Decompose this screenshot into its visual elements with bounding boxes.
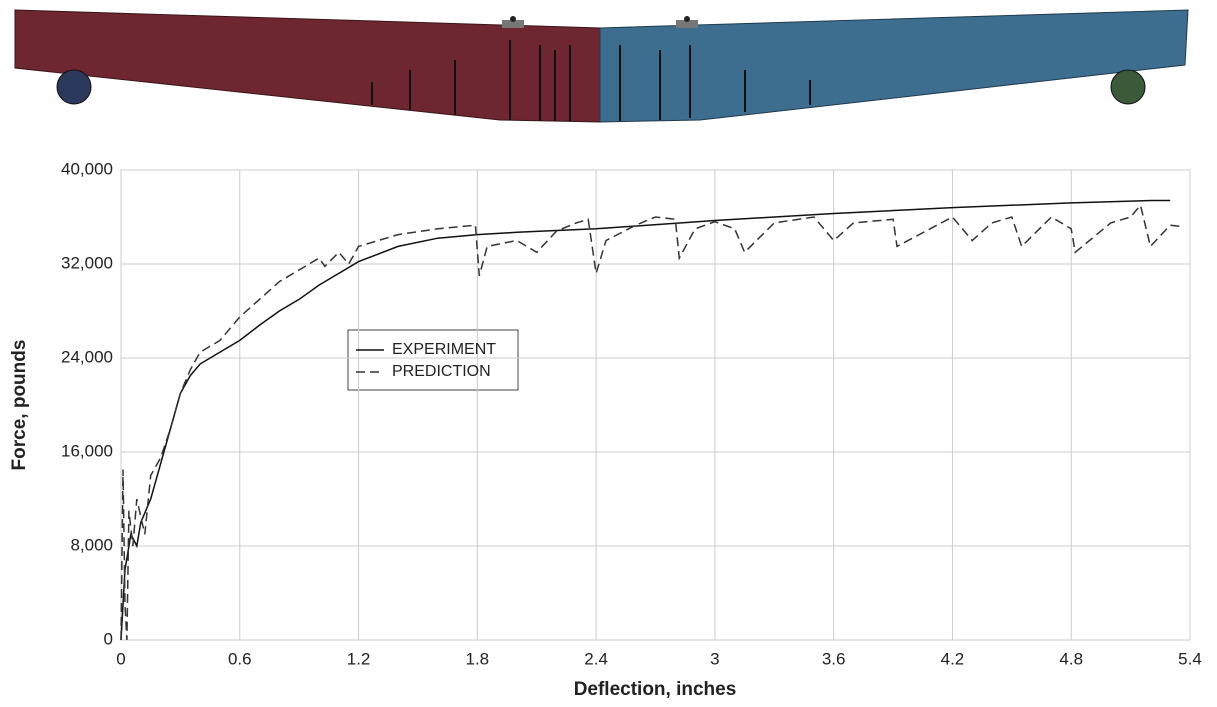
y-tick-label: 32,000 (61, 253, 113, 272)
x-tick-label: 5.4 (1178, 649, 1202, 668)
x-axis-title: Deflection, inches (574, 679, 737, 700)
x-tick-label: 3.6 (822, 649, 846, 668)
y-tick-label: 0 (104, 629, 113, 648)
legend-label: PREDICTION (392, 363, 491, 380)
chart: Deflection, inches Force, pounds 0 8,000 1… (0, 0, 1217, 707)
y-tick-label: 24,000 (61, 347, 113, 366)
x-tick-label: 4.2 (941, 649, 965, 668)
y-tick-label: 16,000 (61, 441, 113, 460)
x-tick-label: 1.8 (466, 649, 490, 668)
series-line (121, 201, 1170, 641)
y-tick-label: 8,000 (70, 535, 113, 554)
y-tick-label: 40,000 (61, 159, 113, 178)
x-tick-label: 4.8 (1059, 649, 1083, 668)
page: Deflection, inches Force, pounds 0 8,000 1… (0, 0, 1217, 707)
legend (348, 330, 518, 390)
series-line (121, 205, 1180, 640)
x-tick-label: 2.4 (584, 649, 608, 668)
y-axis-title: Force, pounds (9, 340, 30, 471)
x-tick-label: 3 (710, 649, 719, 668)
x-tick-label: 0.6 (228, 649, 252, 668)
beam-model (15, 10, 1188, 122)
x-tick-label: 0 (116, 649, 125, 668)
plot-frame (121, 170, 1190, 640)
legend-label: EXPERIMENT (392, 341, 496, 358)
x-tick-label: 1.2 (347, 649, 371, 668)
